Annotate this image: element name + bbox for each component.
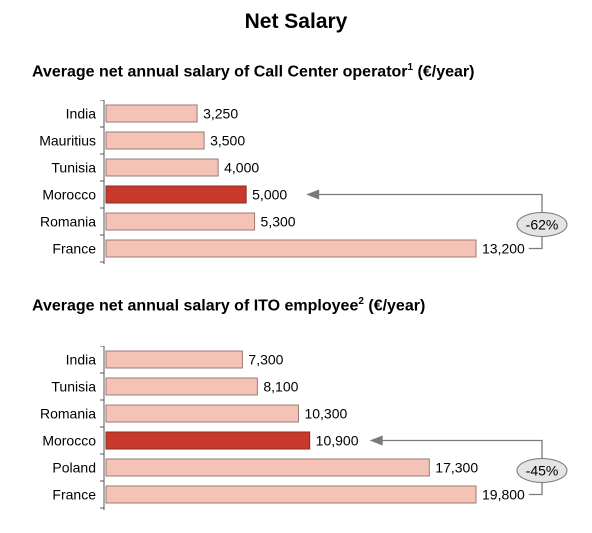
value-label: 17,300 [435,460,478,476]
bar [105,239,477,258]
percentage-badge-label: -45% [526,463,559,479]
category-label: Tunisia [51,160,96,176]
category-label: Mauritius [39,133,96,149]
value-label: 5,000 [252,187,287,203]
chart-2-svg: India 7,300 Tunisia 8,100 Romania 10,300 Moroc… [40,346,568,510]
bar [105,104,198,123]
category-label: France [52,487,96,503]
category-label: India [66,352,97,368]
bar [105,485,477,504]
value-label: 4,000 [224,160,259,176]
percentage-badge [516,458,568,483]
value-label: 10,300 [304,406,347,422]
value-label: 3,250 [203,106,238,122]
chart-2-title: Average net annual salary of ITO employe… [32,296,425,315]
bar [105,404,299,423]
category-label: Poland [52,460,96,476]
value-label: 3,500 [210,133,245,149]
value-label: 13,200 [482,241,525,257]
category-label: Romania [40,214,96,230]
value-label: 5,300 [261,214,296,230]
bar [105,158,219,177]
chart-2-unit: (€/year) [368,297,426,315]
category-label: Tunisia [51,379,96,395]
value-label: 7,300 [248,352,283,368]
bar [105,131,205,150]
chart-1-unit: (€/year) [417,63,475,81]
category-label: India [66,106,97,122]
chart-1-svg: India 3,250 Mauritius 3,500 Tunisia 4,000 Moro… [39,100,568,264]
category-label: Morocco [42,187,96,203]
chart-2-footnote: 2 [358,296,364,307]
arrow-head [369,435,383,446]
percentage-badge-label: -62% [526,217,559,233]
bar [105,377,258,396]
value-label: 10,900 [316,433,359,449]
page-title: Net Salary [244,10,348,33]
bar-highlight [105,185,247,204]
category-label: Romania [40,406,96,422]
bar-highlight [105,431,311,450]
bar [105,212,256,231]
arrow-head [306,189,320,200]
chart-1-footnote: 1 [407,62,414,73]
chart-1-title: Average net annual salary of Call Center… [32,62,474,81]
percentage-badge [516,212,568,237]
bar [105,350,243,369]
value-label: 8,100 [263,379,298,395]
bar [105,458,430,477]
category-label: Morocco [42,433,96,449]
category-label: France [52,241,96,257]
value-label: 19,800 [482,487,525,503]
chart-1-title-text: Average net annual salary of Call Center… [32,63,408,81]
chart-2-title-text: Average net annual salary of ITO employe… [32,297,359,315]
